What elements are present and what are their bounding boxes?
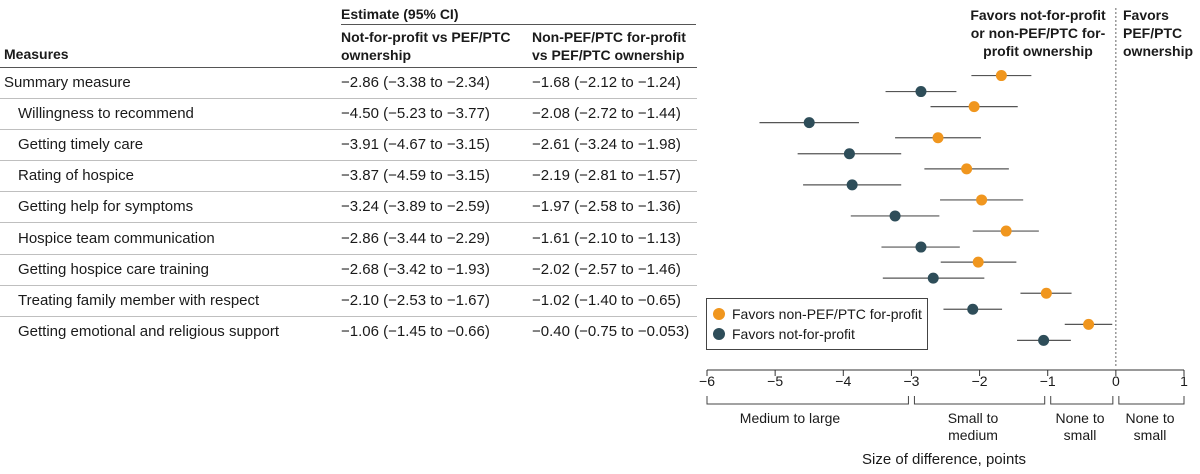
table-row: Getting hospice care training −2.68 (−3.4… bbox=[0, 255, 705, 286]
point-not-for-profit bbox=[927, 272, 939, 284]
x-tick-label: 0 bbox=[1112, 373, 1120, 389]
point-not-for-profit bbox=[1038, 334, 1050, 346]
nfp-estimate: −3.87 (−4.59 to −3.15) bbox=[341, 167, 490, 185]
table-row: Getting timely care −3.91 (−4.67 to −3.15… bbox=[0, 130, 705, 162]
legend-item-fp: Favors non-PEF/PTC for-profit bbox=[713, 306, 922, 322]
nfp-estimate: −3.91 (−4.67 to −3.15) bbox=[341, 136, 490, 154]
row-separator bbox=[0, 284, 697, 286]
magnitude-bracket bbox=[913, 396, 1046, 405]
table-row: Summary measure −2.86 (−3.38 to −2.34) −1.… bbox=[0, 68, 705, 99]
fp-estimate: −2.02 (−2.57 to −1.46) bbox=[532, 260, 681, 278]
col-fp-header: Non-PEF/PTC for-profit vs PEF/PTC owners… bbox=[532, 29, 686, 63]
legend: Favors non-PEF/PTC for-profit Favors not… bbox=[706, 298, 928, 350]
band-label-medium-large: Medium to large bbox=[739, 410, 841, 426]
row-separator bbox=[0, 98, 697, 99]
row-separator bbox=[0, 222, 697, 224]
fp-estimate: −1.68 (−2.12 to −1.24) bbox=[532, 74, 681, 91]
point-not-for-profit bbox=[915, 241, 927, 253]
band-label-none-small-right: None to small bbox=[1125, 410, 1175, 443]
band-label-none-small-left: None to small bbox=[1055, 410, 1105, 443]
band-label-small-medium: Small to medium bbox=[947, 410, 999, 443]
measures-header: Measures bbox=[4, 46, 69, 62]
point-for-profit bbox=[972, 256, 984, 268]
measure-label: Willingness to recommend bbox=[18, 105, 194, 123]
favors-right-label: Favors PEF/PTC ownership bbox=[1123, 7, 1194, 59]
point-for-profit bbox=[1000, 225, 1012, 237]
measure-label: Getting hospice care training bbox=[18, 260, 209, 278]
row-separator bbox=[0, 160, 697, 162]
estimate-header-rule bbox=[341, 24, 696, 25]
favors-left-label: Favors not-for-profit or non-PEF/PTC for… bbox=[970, 7, 1106, 59]
x-tick-label: −2 bbox=[972, 373, 988, 389]
point-for-profit bbox=[968, 101, 980, 113]
legend-label-fp: Favors non-PEF/PTC for-profit bbox=[732, 306, 922, 322]
point-not-for-profit bbox=[915, 86, 927, 98]
measure-label: Hospice team communication bbox=[18, 229, 215, 247]
fp-estimate: −0.40 (−0.75 to −0.053) bbox=[532, 322, 690, 340]
legend-label-nfp: Favors not-for-profit bbox=[732, 326, 855, 342]
nfp-estimate: −3.24 (−3.89 to −2.59) bbox=[341, 198, 490, 216]
x-tick-label: 1 bbox=[1180, 373, 1188, 389]
measure-label: Getting help for symptoms bbox=[18, 198, 194, 216]
fp-estimate: −2.61 (−3.24 to −1.98) bbox=[532, 136, 681, 154]
nfp-estimate: −1.06 (−1.45 to −0.66) bbox=[341, 322, 490, 340]
point-not-for-profit bbox=[843, 148, 855, 160]
point-not-for-profit bbox=[889, 210, 901, 222]
point-not-for-profit bbox=[967, 303, 979, 315]
fp-estimate: −1.97 (−2.58 to −1.36) bbox=[532, 198, 681, 216]
fp-estimate: −2.19 (−2.81 to −1.57) bbox=[532, 167, 681, 185]
fp-estimate: −1.02 (−1.40 to −0.65) bbox=[532, 291, 681, 309]
x-tick-label: −6 bbox=[699, 373, 715, 389]
point-for-profit bbox=[961, 163, 973, 175]
table-row: Rating of hospice −3.87 (−4.59 to −3.15) −… bbox=[0, 161, 705, 193]
legend-teal-marker bbox=[713, 328, 725, 340]
header-rule bbox=[0, 67, 697, 68]
nfp-estimate: −2.68 (−3.42 to −1.93) bbox=[341, 260, 490, 278]
estimate-table: Estimate (95% CI) Not-for-profit vs PEF/… bbox=[0, 0, 705, 340]
col-nfp-header: Not-for-profit vs PEF/PTC ownership bbox=[341, 29, 511, 63]
measure-label: Getting emotional and religious support bbox=[18, 322, 279, 340]
nfp-estimate: −2.86 (−3.38 to −2.34) bbox=[341, 74, 490, 91]
nfp-estimate: −2.86 (−3.44 to −2.29) bbox=[341, 229, 490, 247]
magnitude-bracket bbox=[1118, 396, 1185, 405]
legend-item-nfp: Favors not-for-profit bbox=[713, 326, 855, 342]
point-for-profit bbox=[932, 132, 944, 144]
nfp-estimate: −2.10 (−2.53 to −1.67) bbox=[341, 291, 490, 309]
magnitude-bracket bbox=[1050, 396, 1114, 405]
point-for-profit bbox=[1040, 287, 1052, 299]
nfp-estimate: −4.50 (−5.23 to −3.77) bbox=[341, 105, 490, 123]
row-separator bbox=[0, 253, 697, 255]
x-tick-label: −3 bbox=[903, 373, 919, 389]
point-not-for-profit bbox=[803, 117, 815, 129]
x-tick-label: −4 bbox=[835, 373, 851, 389]
table-row: Treating family member with respect −2.10… bbox=[0, 286, 705, 317]
point-for-profit bbox=[1083, 318, 1095, 330]
magnitude-bracket bbox=[706, 396, 909, 405]
estimate-header: Estimate (95% CI) bbox=[341, 6, 459, 22]
fp-estimate: −2.08 (−2.72 to −1.44) bbox=[532, 105, 681, 123]
row-separator bbox=[0, 129, 697, 131]
x-axis-title: Size of difference, points bbox=[862, 451, 1026, 468]
measure-label: Summary measure bbox=[4, 74, 131, 91]
point-for-profit bbox=[976, 194, 988, 206]
point-for-profit bbox=[995, 70, 1007, 82]
table-row: Willingness to recommend −4.50 (−5.23 to … bbox=[0, 99, 705, 131]
row-separator bbox=[0, 191, 697, 193]
legend-orange-marker bbox=[713, 308, 725, 320]
measure-label: Getting timely care bbox=[18, 136, 144, 154]
table-row: Getting help for symptoms −3.24 (−3.89 to… bbox=[0, 192, 705, 224]
table-row: Hospice team communication −2.86 (−3.44 t… bbox=[0, 224, 705, 255]
point-not-for-profit bbox=[846, 179, 858, 191]
row-separator bbox=[0, 315, 697, 317]
x-tick-label: −5 bbox=[767, 373, 783, 389]
measure-label: Treating family member with respect bbox=[18, 291, 260, 309]
x-tick-label: −1 bbox=[1040, 373, 1056, 389]
table-row: Getting emotional and religious support −… bbox=[0, 317, 705, 348]
fp-estimate: −1.61 (−2.10 to −1.13) bbox=[532, 229, 681, 247]
measure-label: Rating of hospice bbox=[18, 167, 134, 185]
